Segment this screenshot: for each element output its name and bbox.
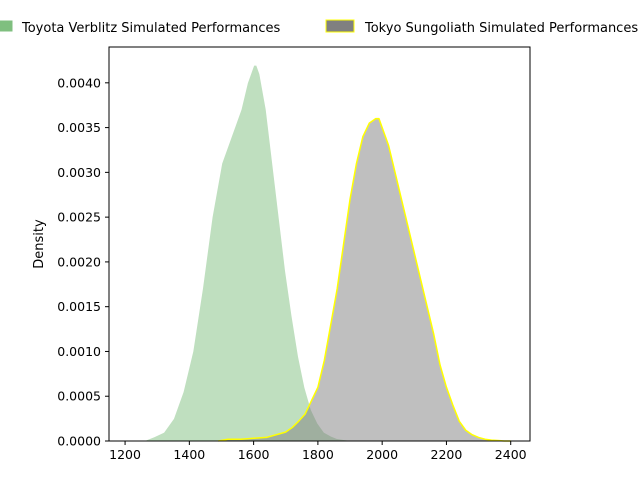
density-line-series-2: [218, 117, 511, 442]
x-tick-label: 2200: [431, 447, 463, 462]
y-tick-label: 0.0030: [57, 165, 101, 180]
y-tick-label: 0.0010: [57, 344, 101, 359]
legend-label-series-1: Toyota Verblitz Simulated Performances: [21, 21, 280, 36]
density-area-series-2: [218, 118, 511, 441]
y-tick-label: 0.0035: [57, 120, 101, 135]
y-tick-label: 0.0025: [57, 210, 101, 225]
y-tick-label: 0.0000: [57, 434, 101, 449]
x-axis: 1200 1400 1600 1800 2000 2200 2400: [109, 441, 527, 462]
density-area-series-1: [142, 64, 389, 441]
y-tick-label: 0.0040: [57, 75, 101, 90]
legend-label-series-2: Tokyo Sungoliath Simulated Performances: [364, 21, 638, 36]
x-tick-label: 2400: [495, 447, 527, 462]
y-axis: 0.0000 0.0005 0.0010 0.0015 0.0020 0.0025 0.00…: [57, 75, 109, 449]
plot-area: [108, 46, 531, 442]
y-axis-title: Density: [32, 219, 47, 269]
plot-frame: [108, 46, 531, 442]
legend-swatch-series-1: [0, 19, 14, 33]
y-tick-label: 0.0005: [57, 389, 101, 404]
x-tick-label: 2000: [366, 447, 398, 462]
x-tick-label: 1800: [302, 447, 334, 462]
x-tick-label: 1200: [109, 447, 141, 462]
density-areas: [142, 64, 511, 442]
legend: Toyota Verblitz Simulated Performances T…: [0, 19, 638, 36]
y-tick-label: 0.0020: [57, 254, 101, 269]
y-tick-label: 0.0015: [57, 299, 101, 314]
x-tick-label: 1600: [238, 447, 270, 462]
legend-swatch-series-2: [325, 19, 355, 33]
x-tick-label: 1400: [173, 447, 205, 462]
